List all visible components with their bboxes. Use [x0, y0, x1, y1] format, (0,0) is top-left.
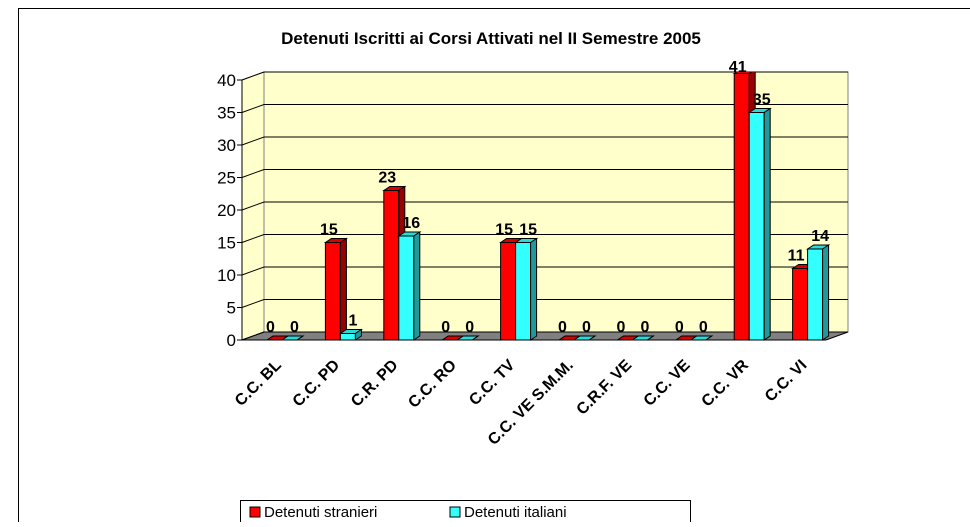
value-label: 14 — [811, 228, 829, 245]
bar-front — [516, 243, 531, 341]
y-tick-label: 5 — [227, 299, 236, 318]
value-label: 0 — [558, 319, 567, 336]
value-label: 15 — [320, 222, 338, 239]
value-label: 11 — [788, 248, 805, 265]
bar-front — [734, 74, 749, 341]
bar-front — [340, 334, 355, 341]
value-label: 0 — [582, 319, 591, 336]
y-tick-label: 30 — [217, 136, 236, 155]
bar-front — [325, 243, 340, 341]
value-label: 35 — [753, 92, 771, 109]
y-tick-label: 25 — [217, 169, 236, 188]
legend-swatch — [250, 507, 260, 517]
bar-front — [808, 249, 823, 340]
y-tick-label: 20 — [217, 201, 236, 220]
bar — [340, 330, 361, 341]
bar — [516, 239, 537, 341]
bar-front — [501, 243, 516, 341]
bar-side — [340, 239, 346, 341]
value-label: 16 — [402, 215, 420, 232]
legend-label: Detenuti italiani — [464, 504, 567, 521]
legend-swatch — [450, 507, 460, 517]
value-label: 15 — [495, 222, 513, 239]
y-tick-label: 35 — [217, 104, 236, 123]
bar-front — [793, 269, 808, 341]
bar-front — [749, 113, 764, 341]
y-tick-label: 10 — [217, 266, 236, 285]
bar — [325, 239, 346, 341]
bar — [749, 109, 770, 341]
value-label: 0 — [640, 319, 649, 336]
value-label: 0 — [465, 319, 474, 336]
value-label: 0 — [266, 319, 275, 336]
bar — [808, 245, 829, 340]
bar-side — [531, 239, 537, 341]
value-label: 41 — [729, 59, 747, 76]
value-label: 23 — [378, 170, 396, 187]
value-label: 0 — [616, 319, 625, 336]
y-tick-label: 40 — [217, 71, 236, 90]
bar — [399, 232, 420, 340]
bar-front — [384, 191, 399, 341]
bar-side — [414, 232, 420, 340]
y-tick-label: 15 — [217, 234, 236, 253]
value-label: 15 — [519, 222, 537, 239]
bar-side — [764, 109, 770, 341]
value-label: 0 — [675, 319, 684, 336]
bar-side — [823, 245, 829, 340]
legend-label: Detenuti stranieri — [264, 504, 377, 521]
y-tick-label: 0 — [227, 331, 236, 350]
value-label: 1 — [348, 313, 357, 330]
value-label: 0 — [699, 319, 708, 336]
bar-front — [399, 236, 414, 340]
chart-title: Detenuti Iscritti ai Corsi Attivati nel … — [281, 29, 701, 48]
value-label: 0 — [441, 319, 450, 336]
value-label: 0 — [290, 319, 299, 336]
legend: Detenuti stranieri Detenuti italiani — [241, 501, 691, 523]
